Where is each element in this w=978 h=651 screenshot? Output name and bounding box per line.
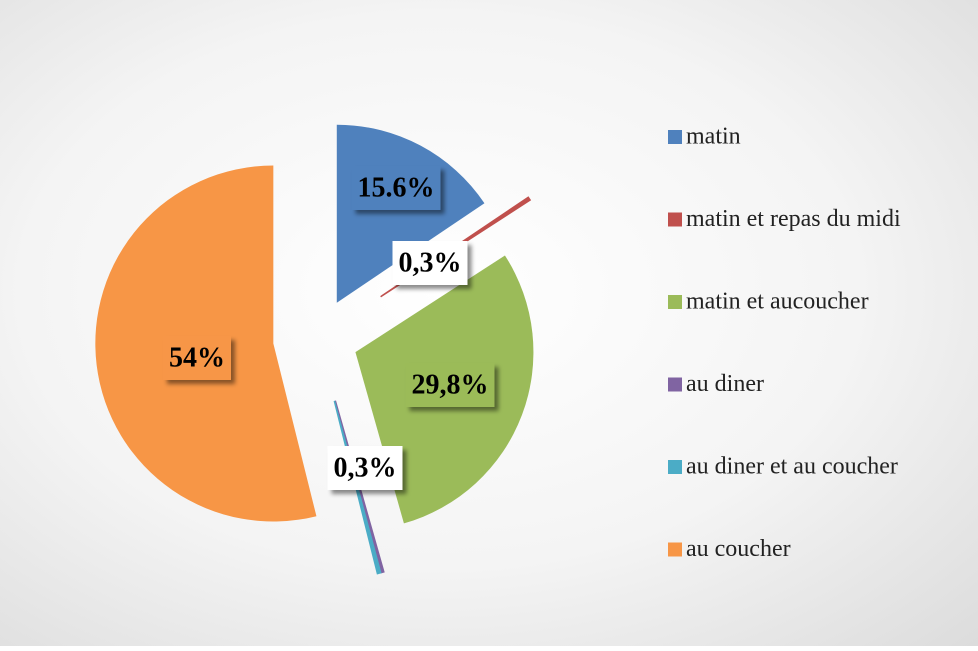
- legend-swatch: [668, 130, 682, 144]
- data-label-box: [163, 336, 231, 380]
- legend-swatch: [668, 542, 682, 557]
- legend-swatch: [668, 212, 682, 227]
- legend-label: au diner et au coucher: [686, 454, 898, 480]
- data-label-text: 15.6%: [358, 172, 435, 203]
- data-label: 54%: [163, 336, 231, 380]
- legend-swatch: [668, 295, 682, 309]
- legend-swatch: [668, 460, 682, 474]
- data-label: 0,3%: [327, 446, 403, 490]
- data-label-text: 0,3%: [334, 452, 397, 483]
- data-label-box: [327, 446, 403, 490]
- data-label-box: [405, 363, 495, 407]
- data-label-box: [351, 166, 441, 210]
- legend-label: au coucher: [686, 536, 791, 562]
- data-label-text: 29,8%: [412, 369, 489, 400]
- legend-label: matin et repas du midi: [686, 206, 901, 232]
- data-label-box: [392, 241, 468, 285]
- data-label: 15.6%: [351, 166, 441, 210]
- data-label-text: 0,3%: [399, 247, 462, 278]
- legend-label: matin et aucoucher: [686, 289, 869, 315]
- legend-label: au diner: [686, 371, 764, 397]
- legend-label: matin: [686, 124, 741, 150]
- data-label: 29,8%: [405, 363, 495, 407]
- legend-swatch: [668, 377, 682, 392]
- data-label-text: 54%: [169, 342, 225, 373]
- data-label: 0,3%: [392, 241, 468, 285]
